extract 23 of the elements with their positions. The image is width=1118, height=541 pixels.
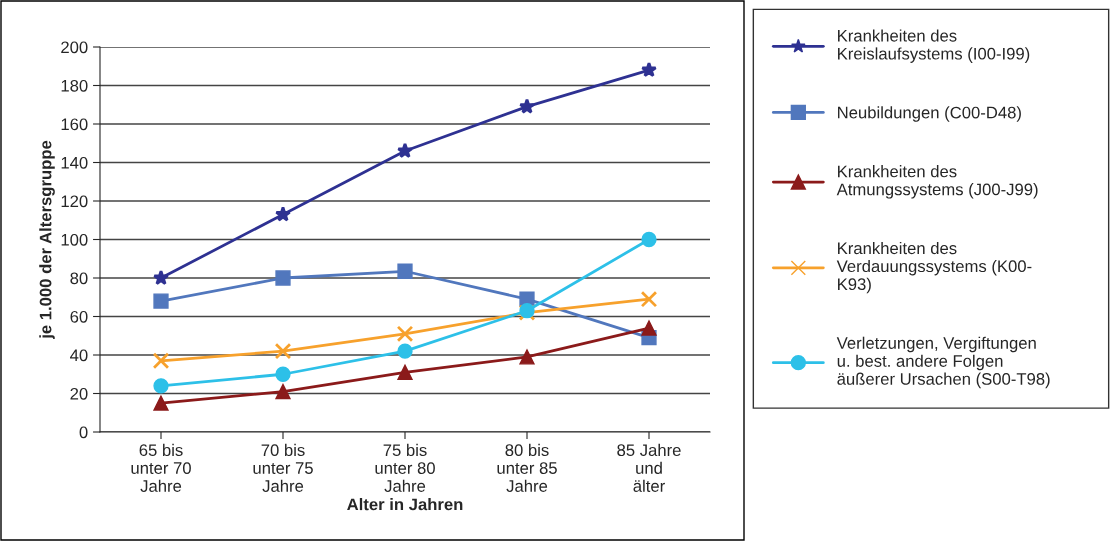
- y-tick-label: 200: [61, 41, 88, 54]
- legend-label: Krankheiten des Verdauungssystems (K00- K93): [836, 241, 1032, 294]
- y-axis-title: je 1.000 der Altersgruppe: [39, 140, 55, 340]
- legend-label: Verletzungen, Vergiftungen u. best. andere Folgen äußerer Ursachen (S00-T98): [836, 336, 1050, 389]
- y-tick-label: 40: [70, 349, 88, 362]
- x-tick-label: 75 bis unter 80 Jahre: [375, 443, 435, 492]
- y-tick-label: 100: [61, 233, 88, 246]
- y-tick-label: 120: [61, 195, 88, 208]
- x-axis-title: Alter in Jahren: [347, 498, 463, 511]
- y-tick-label: 20: [70, 387, 88, 400]
- y-tick-label: 60: [70, 310, 88, 323]
- x-tick-label: 65 bis unter 70 Jahre: [131, 443, 191, 492]
- legend-label: Krankheiten des Atmungssystems (J00-J99): [836, 165, 1038, 199]
- legend-label: Neubildungen (C00-D48): [838, 106, 1021, 122]
- x-tick-label: 80 bis unter 85 Jahre: [497, 443, 557, 492]
- x-tick-label: 70 bis unter 75 Jahre: [253, 443, 313, 492]
- legend-label: Krankheiten des Kreislaufsystems (I00-I99): [838, 29, 1030, 63]
- y-tick-label: 180: [61, 79, 88, 92]
- y-tick-label: 80: [70, 272, 88, 285]
- y-tick-label: 160: [61, 118, 88, 131]
- y-tick-label: 140: [61, 156, 88, 169]
- x-tick-label: 85 Jahre und älter: [617, 443, 681, 492]
- y-tick-label: 0: [79, 426, 88, 439]
